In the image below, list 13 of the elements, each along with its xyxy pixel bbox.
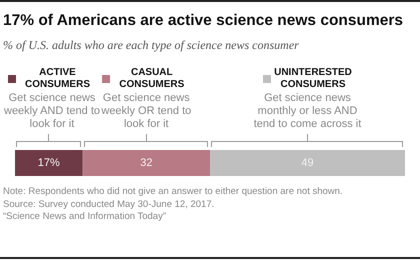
legend-label: UNINTERESTED CONSUMERS: [274, 67, 352, 91]
chart-subtitle: % of U.S. adults who are each type of science news consumer: [3, 38, 299, 53]
legend-label: CASUAL CONSUMERS: [118, 67, 186, 91]
data-label: 17%: [38, 157, 60, 169]
text: Get science news monthly or less AND tend to come across it: [252, 92, 362, 131]
legend-label: ACTIVE CONSUMERS: [24, 67, 91, 91]
source-note: Source: Survey conducted May 30-June 12, 2017.: [3, 198, 216, 211]
text: “Science News and Information Today”: [3, 211, 167, 224]
text: Note: Respondents who did not give an answer to either question are not shown.: [3, 186, 343, 198]
chart-title: 17% of Americans are active science news consumers: [3, 12, 404, 30]
text: Get science news weekly OR tend to look for it: [101, 92, 192, 130]
data-label: 32: [140, 157, 152, 169]
text: Get science news weekly AND tend to look for it: [3, 92, 101, 131]
